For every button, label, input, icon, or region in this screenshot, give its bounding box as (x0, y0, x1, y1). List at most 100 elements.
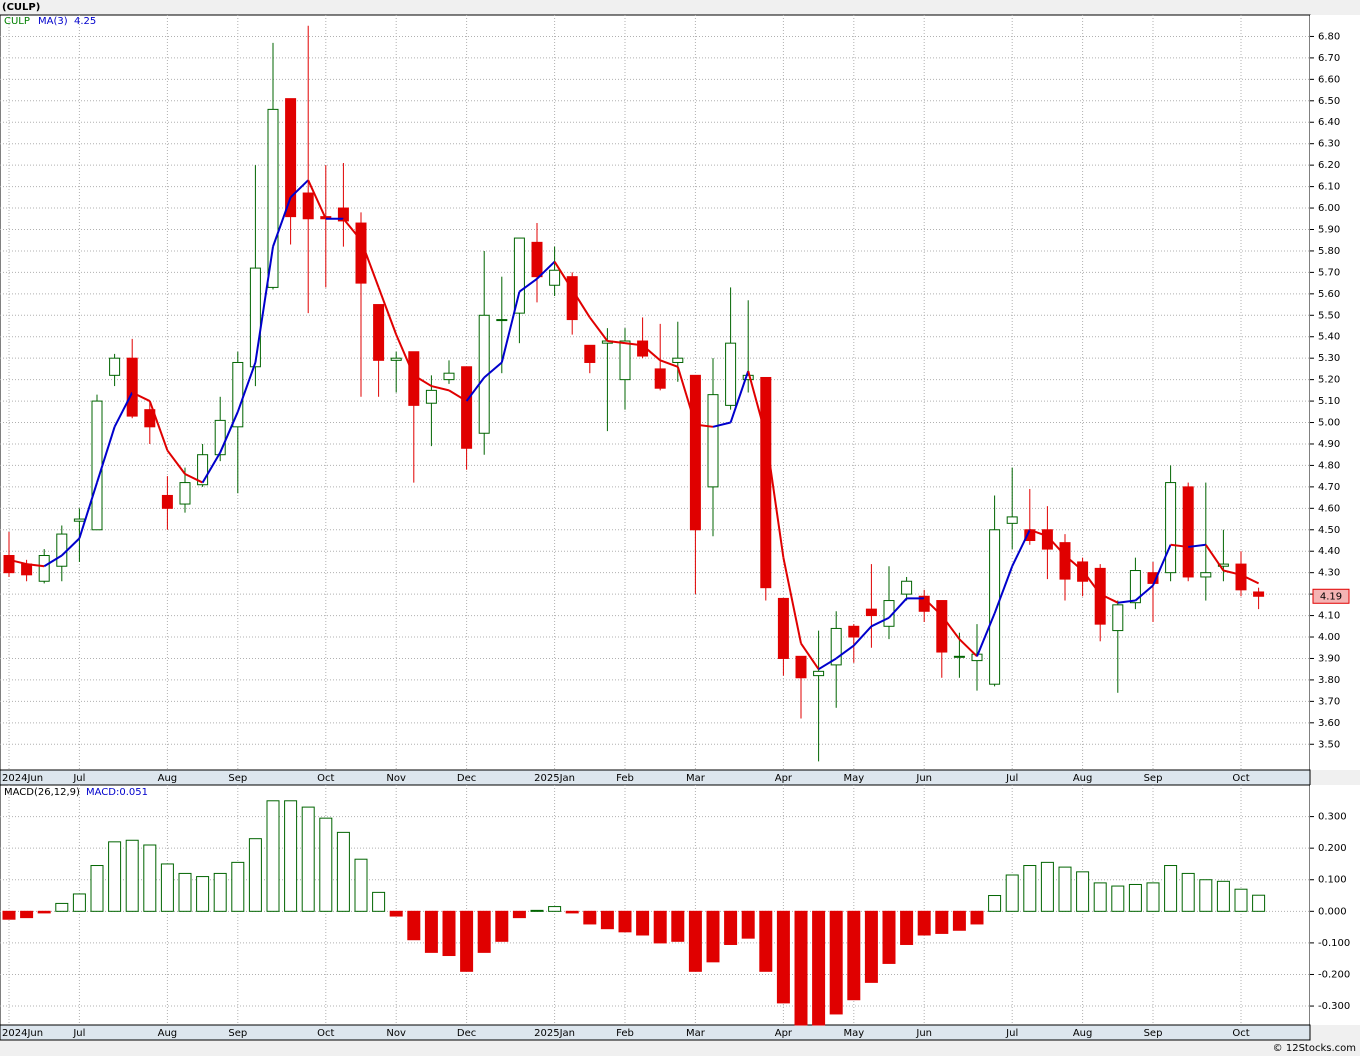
y-tick-label: 3.70 (1318, 696, 1340, 707)
candle-body (38, 555, 50, 582)
candle-body (249, 267, 261, 368)
y-tick-label: 6.10 (1318, 182, 1340, 193)
ma-line (536, 260, 556, 280)
ma-line (61, 537, 81, 557)
candle-body (795, 655, 807, 679)
ma-line (553, 261, 574, 291)
candle-body (1165, 482, 1177, 574)
candle-body (337, 207, 349, 222)
chart-title: (CULP) (2, 2, 40, 13)
y-tick-label: 4.90 (1318, 439, 1340, 450)
ma-line (1081, 569, 1102, 595)
y-tick-label: 6.40 (1318, 117, 1340, 128)
macd-bar (442, 910, 456, 957)
macd-bar (1146, 882, 1160, 912)
macd-bar (231, 861, 245, 912)
ma-line (272, 196, 292, 247)
y-tick-label: 5.30 (1318, 353, 1340, 364)
macd-bar (108, 841, 122, 912)
macd-bar (970, 910, 984, 925)
ma-line (835, 644, 855, 660)
macd-bar (55, 902, 69, 912)
last-price-tag (1312, 588, 1350, 604)
ma-line (201, 452, 222, 484)
macd-bar (565, 910, 579, 914)
ma-line (624, 342, 643, 347)
y-tick-label: 3.50 (1318, 739, 1340, 750)
macd-bar (477, 910, 491, 953)
candle-body (3, 555, 15, 574)
ma-line (1029, 528, 1048, 538)
x-tick-label: Aug (1073, 1028, 1093, 1039)
x-tick-label: Oct (1232, 773, 1249, 784)
ma-line (1152, 544, 1172, 586)
candle-body (742, 374, 754, 381)
ma-line (395, 334, 415, 376)
macd-bar (1040, 861, 1054, 912)
x-tick-label: Jul (1005, 1028, 1018, 1039)
candle-body (707, 394, 719, 488)
x-tick-label: Dec (457, 1028, 476, 1039)
macd-bar (196, 876, 210, 912)
candle-body (689, 374, 701, 531)
ma-line (676, 366, 697, 425)
ma-line (729, 370, 750, 423)
ma-line (483, 361, 503, 379)
candle-body (214, 419, 226, 456)
y-tick-label: 6.70 (1318, 53, 1340, 64)
y-tick-label: 6.20 (1318, 160, 1340, 171)
macd-bar (160, 863, 174, 912)
ma-line (1011, 529, 1031, 567)
macd-bar (829, 910, 843, 1015)
ma-line (307, 179, 327, 220)
candle-body (56, 533, 68, 567)
macd-bar (20, 910, 34, 919)
x-tick-label: Oct (317, 1028, 334, 1039)
y-tick-label: 4.60 (1318, 503, 1340, 514)
ma-line (431, 385, 450, 392)
macd-bar (248, 838, 262, 912)
macd-bar (460, 910, 474, 972)
macd-bar (301, 806, 315, 912)
macd-bar (1199, 879, 1213, 912)
date-strip (0, 769, 1311, 786)
y-tick-label: 0.300 (1318, 812, 1347, 823)
macd-bar (354, 858, 368, 912)
y-tick-label: 5.50 (1318, 310, 1340, 321)
ma-line (377, 287, 398, 335)
y-tick-label: 6.50 (1318, 96, 1340, 107)
ma-line (764, 435, 785, 558)
ma-line (888, 597, 908, 619)
candle-body (1182, 486, 1194, 578)
macd-bar (900, 910, 914, 945)
candle-body (197, 454, 209, 486)
x-tick-label: Nov (386, 1028, 406, 1039)
macd-bar (1058, 866, 1072, 912)
macd-value: MACD:0.051 (86, 787, 148, 798)
y-tick-label: 5.10 (1318, 396, 1340, 407)
x-tick-label: Oct (317, 773, 334, 784)
ma-line (782, 557, 802, 644)
ma-line (695, 423, 714, 428)
macd-bar (407, 910, 421, 941)
ma-line (940, 614, 961, 640)
ma-line (500, 291, 521, 363)
macd-bar (706, 910, 720, 963)
candle-body (725, 342, 737, 406)
macd-bar (671, 910, 685, 942)
macd-bar (1252, 894, 1266, 912)
y-tick-label: 0.100 (1318, 875, 1347, 886)
x-tick-label: Aug (158, 1028, 178, 1039)
macd-bar (917, 910, 931, 936)
ma-line (607, 340, 626, 345)
x-tick-label: 2025Jan (534, 773, 575, 784)
macd-bar (600, 910, 614, 930)
ma-line (958, 638, 978, 658)
candle-body (144, 409, 156, 428)
ma-line (465, 376, 486, 402)
x-tick-label: Feb (616, 773, 634, 784)
macd-bar (741, 910, 755, 939)
ma-line (1223, 569, 1242, 576)
ma-line (1134, 584, 1154, 602)
ma-line (289, 179, 309, 199)
